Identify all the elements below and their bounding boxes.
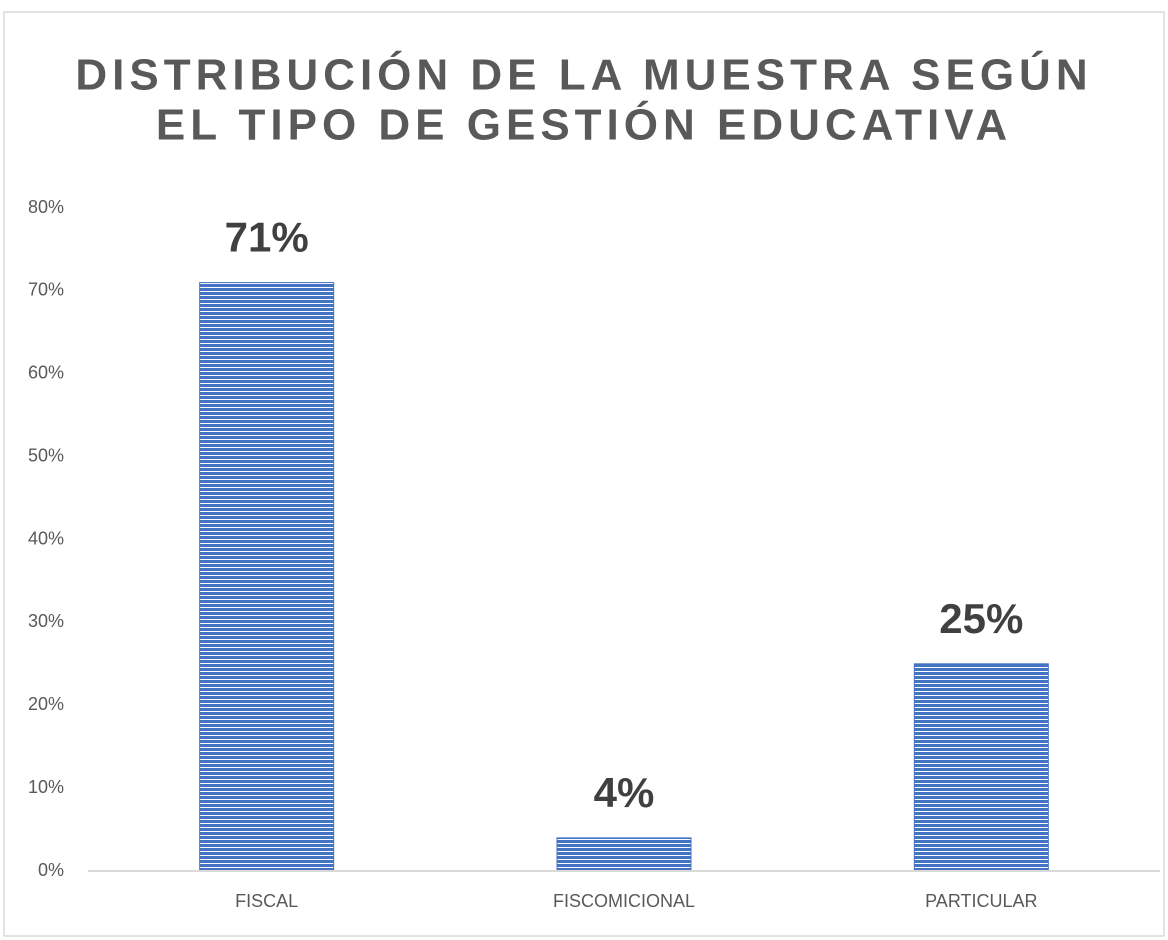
chart-title: DISTRIBUCIÓN DE LA MUESTRA SEGÚN [75, 50, 1092, 100]
y-tick-label: 30% [28, 611, 64, 631]
data-label: 4% [594, 769, 655, 816]
x-tick-label: FISCAL [235, 891, 298, 911]
y-tick-label: 50% [28, 445, 64, 465]
y-tick-label: 80% [28, 197, 64, 217]
bar [199, 282, 335, 872]
x-tick-label: PARTICULAR [925, 891, 1037, 911]
y-tick-label: 40% [28, 528, 64, 548]
data-label: 25% [939, 595, 1023, 642]
y-tick-label: 60% [28, 363, 64, 383]
y-tick-label: 10% [28, 777, 64, 797]
bar [913, 663, 1049, 872]
y-tick-label: 20% [28, 694, 64, 714]
y-tick-label: 70% [28, 280, 64, 300]
y-tick-label: 0% [38, 860, 64, 880]
x-tick-label: FISCOMICIONAL [553, 891, 695, 911]
chart-title: EL TIPO DE GESTIÓN EDUCATIVA [156, 100, 1012, 150]
bar [556, 837, 692, 872]
data-label: 71% [225, 214, 309, 261]
